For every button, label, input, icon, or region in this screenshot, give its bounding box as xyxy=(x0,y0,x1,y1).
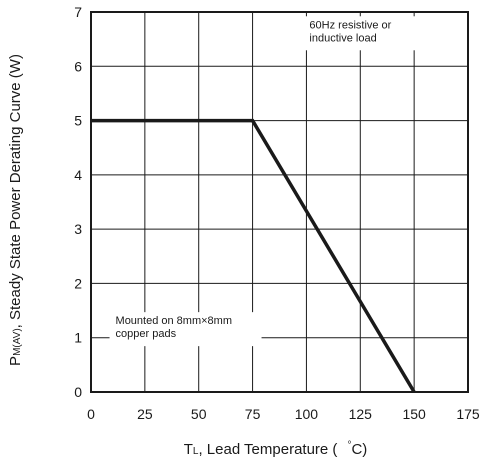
y-tick-label-7: 7 xyxy=(74,4,82,20)
y-tick-label-3: 3 xyxy=(74,221,82,237)
y-axis-symbol: P xyxy=(7,356,24,366)
series-layer xyxy=(91,118,416,393)
series-line-0 xyxy=(91,118,416,393)
y-axis-subscript: M(AV) xyxy=(12,328,23,356)
x-axis-unit: C) xyxy=(351,441,367,458)
x-tick-label-100: 100 xyxy=(295,406,319,422)
y-tick-label-6: 6 xyxy=(74,58,82,74)
annotation-mount-line-2: copper pads xyxy=(116,328,177,340)
x-tick-label-150: 150 xyxy=(402,406,426,422)
y-tick-label-2: 2 xyxy=(74,275,82,291)
x-axis-degree: ° xyxy=(347,440,351,451)
annotation-load-line-1: 60Hz resistive or xyxy=(309,19,391,31)
tick-labels: 0 25 50 75 100 125 150 175 0 1 2 3 4 5 6 7 xyxy=(74,4,480,422)
y-axis-label: PM(AV), Steady State Power Derating Curv… xyxy=(7,54,24,366)
x-axis-text: , Lead Temperature ( xyxy=(198,441,337,458)
x-tick-label-75: 75 xyxy=(245,406,261,422)
annotation-box-mount xyxy=(109,312,262,347)
annotation-mount-line-1: Mounted on 8mm×8mm xyxy=(116,315,232,327)
x-tick-label-0: 0 xyxy=(87,406,95,422)
annotation-load-line-2: inductive load xyxy=(309,32,376,44)
y-tick-label-1: 1 xyxy=(74,330,82,346)
y-tick-label-0: 0 xyxy=(74,384,82,400)
annotation-box-load xyxy=(303,16,420,51)
plot-frame xyxy=(90,11,469,393)
x-axis-subscript: L xyxy=(193,446,199,457)
x-tick-label-25: 25 xyxy=(137,406,153,422)
x-axis-label: TL, Lead Temperature ( °C) xyxy=(184,440,368,458)
x-tick-label-125: 125 xyxy=(349,406,373,422)
y-axis-text: , Steady State Power Derating Curve (W) xyxy=(7,54,24,328)
x-tick-label-50: 50 xyxy=(191,406,207,422)
y-tick-label-4: 4 xyxy=(74,167,82,183)
y-tick-label-5: 5 xyxy=(74,113,82,129)
x-tick-label-175: 175 xyxy=(456,406,480,422)
x-axis-symbol: T xyxy=(184,441,193,458)
